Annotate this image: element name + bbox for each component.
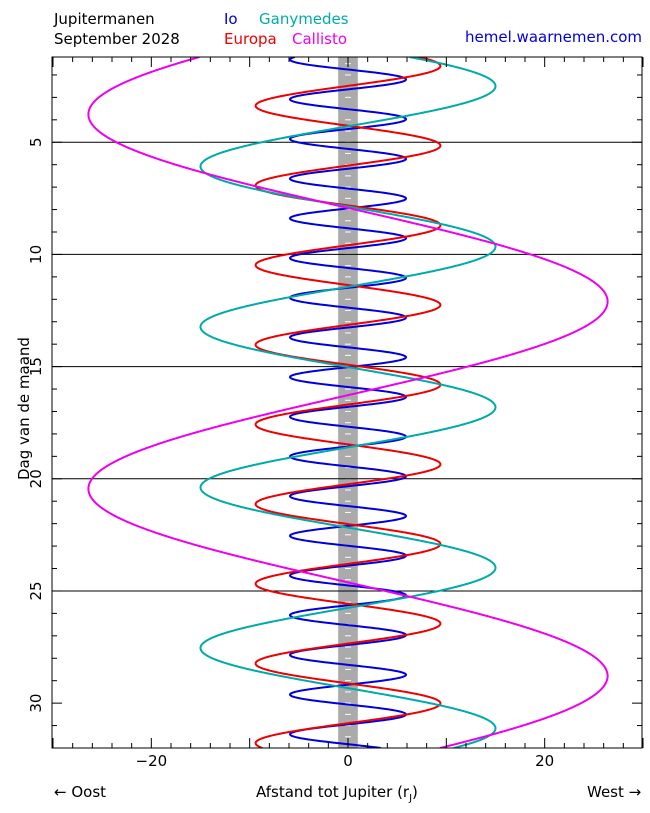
x-tick-label: 0 xyxy=(343,752,353,770)
legend-callisto: Callisto xyxy=(292,30,348,48)
x-tick-label: 20 xyxy=(535,752,554,770)
y-tick-label: 15 xyxy=(27,357,45,376)
x-axis-label: Afstand tot Jupiter (rJ) xyxy=(256,783,418,808)
x-tick-label: −20 xyxy=(136,752,168,770)
y-tick-label: 25 xyxy=(27,581,45,600)
y-axis-label: Dag van de maand xyxy=(15,337,33,480)
x-axis-label-close: ) xyxy=(412,783,418,801)
y-tick-label: 10 xyxy=(27,245,45,264)
x-axis-label-main: Afstand tot Jupiter (r xyxy=(256,783,410,801)
y-tick-label: 20 xyxy=(27,469,45,488)
legend-ganymedes: Ganymedes xyxy=(259,10,349,28)
footer-west: West → xyxy=(587,783,642,801)
series-io xyxy=(288,57,408,748)
plot-frame xyxy=(51,56,643,749)
y-tick-label: 5 xyxy=(27,137,45,147)
footer-east: ← Oost xyxy=(54,783,107,801)
series-europa xyxy=(254,57,442,748)
legend-europa: Europa xyxy=(224,30,277,48)
x-axis-label-sub: J xyxy=(409,793,413,804)
y-tick-label: 30 xyxy=(27,694,45,713)
website-link[interactable]: hemel.waarnemen.com xyxy=(465,28,642,46)
chart-title-line2: September 2028 xyxy=(54,30,180,48)
legend-io: Io xyxy=(224,10,238,28)
chart-title-line1: Jupitermanen xyxy=(54,10,155,28)
series-callisto xyxy=(87,57,609,748)
